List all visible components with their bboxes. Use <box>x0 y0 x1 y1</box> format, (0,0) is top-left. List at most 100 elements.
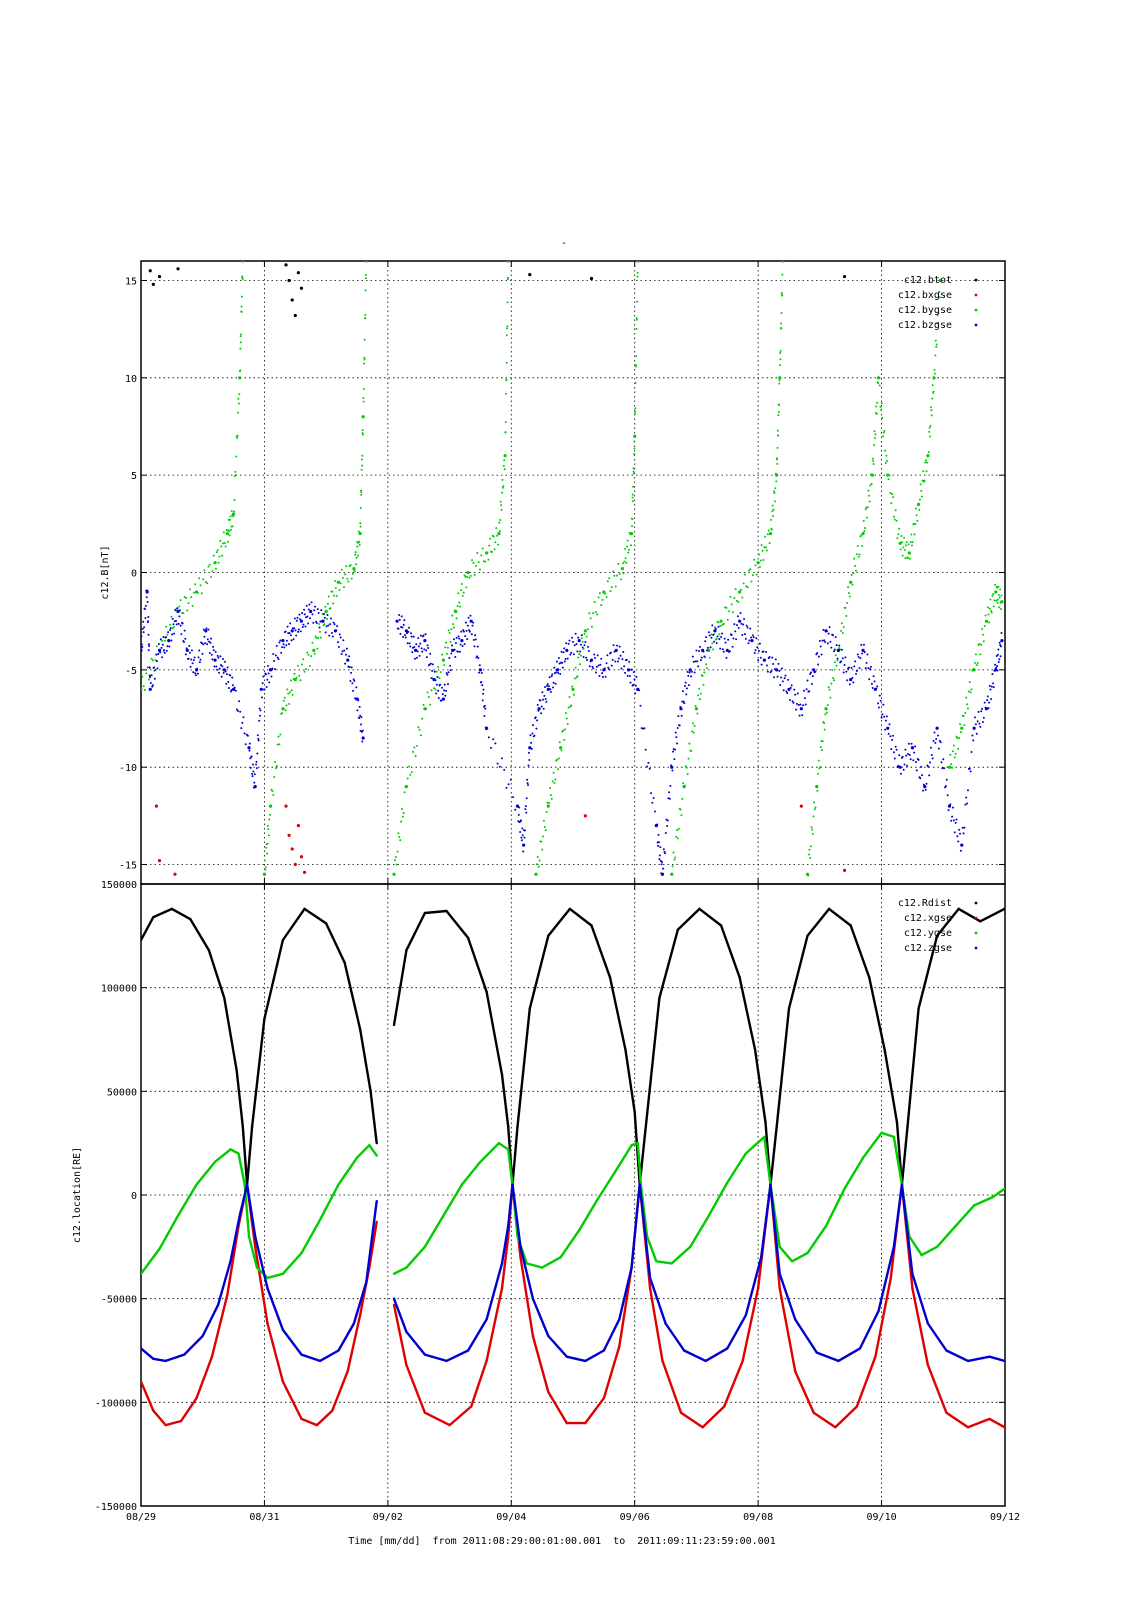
trace-dot-c12.bygse <box>396 850 399 853</box>
trace-dot-c12.bygse <box>635 327 638 330</box>
data-point-c12.xgse <box>405 1363 408 1367</box>
trace-dot-c12.bzgse <box>540 705 543 708</box>
data-point-c12.xgse <box>618 1345 621 1348</box>
trace-dot-c12.bzgse <box>270 675 273 678</box>
trace-dot-c12.bzgse <box>958 828 961 831</box>
trace-dot-c12.bzgse <box>246 734 249 737</box>
trace-dot-c12.bygse <box>364 273 367 276</box>
trace-dot-c12.bygse <box>546 801 549 804</box>
trace-dot-c12.bygse <box>319 636 322 639</box>
trace-dot-c12.bygse <box>590 625 593 628</box>
trace-dot-c12.bzgse <box>549 688 552 691</box>
data-point-c12.xgse <box>375 1220 378 1224</box>
trace-dot-c12.bygse <box>966 703 969 706</box>
trace-dot-c12.bygse <box>870 482 873 485</box>
trace-dot-c12.bzgse <box>401 626 404 629</box>
trace-dot-c12.bzgse <box>835 644 838 647</box>
trace-dot-c12.bygse <box>636 275 639 278</box>
trace-dot-c12.bygse <box>873 430 876 433</box>
trace-dot-c12.bygse <box>771 510 774 513</box>
trace-dot-c12.bygse <box>773 500 776 503</box>
trace-dot-c12.bzgse <box>337 645 340 648</box>
data-point-c12.xgse <box>195 1396 198 1400</box>
trace-dot-c12.bzgse <box>951 806 954 809</box>
trace-dot-c12.bygse <box>812 815 815 818</box>
data-point-c12.xgse <box>741 1359 744 1363</box>
trace-dot-c12.bzgse <box>628 660 631 663</box>
trace-dot-c12.bzgse <box>355 686 358 689</box>
trace-dot-c12.bygse <box>282 699 285 702</box>
trace-dot-c12.bygse <box>719 624 722 627</box>
trace-dot-c12.bzgse <box>293 627 296 630</box>
trace-dot-c12.bzgse <box>561 666 564 669</box>
trace-dot-c12.bzgse <box>564 657 567 660</box>
trace-dot-c12.bzgse <box>778 669 781 672</box>
trace-dot-c12.bygse <box>835 664 838 667</box>
data-point-c12.zgse <box>837 1359 840 1363</box>
trace-dot-c12.bygse <box>311 641 314 644</box>
trace-dot-c12.bzgse <box>360 716 363 719</box>
trace-dot-c12.bygse <box>499 500 502 503</box>
trace-dot-c12.bzgse <box>161 643 164 646</box>
trace-dot-c12.bzgse <box>525 797 528 800</box>
data-point-c12.ygse <box>243 1183 246 1186</box>
trace-dot-c12.bzgse <box>268 681 271 684</box>
data-point-c12.Rdist <box>633 1110 636 1114</box>
trace-dot-c12.bzgse <box>599 663 602 666</box>
data-point-c12.bygse <box>947 765 952 769</box>
trace-dot-c12.bygse <box>905 541 908 544</box>
data-point-c12.ygse <box>630 1144 633 1147</box>
trace-dot-c12.bzgse <box>145 596 148 599</box>
trace-dot-c12.bzgse <box>459 643 462 646</box>
trace-dot-c12.bygse <box>364 289 367 292</box>
trace-dot-c12.bygse <box>345 565 348 568</box>
trace-dot-c12.bzgse <box>657 833 660 836</box>
trace-dot-c12.bzgse <box>915 769 918 772</box>
trace-dot-c12.bzgse <box>478 671 481 674</box>
trace-dot-c12.bzgse <box>710 636 713 639</box>
data-point-c12.bygse <box>694 707 699 711</box>
trace-dot-c12.bzgse <box>582 655 585 658</box>
trace-dot-c12.bzgse <box>630 668 633 671</box>
data-point-c12.bygse <box>1000 600 1004 604</box>
trace-dot-c12.bzgse <box>661 860 664 863</box>
trace-dot-c12.bygse <box>681 797 684 800</box>
trace-dot-c12.bygse <box>239 347 242 350</box>
data-point-c12.bzgse <box>528 746 532 750</box>
data-point-c12.bygse <box>670 872 674 876</box>
trace-dot-c12.bzgse <box>950 819 953 822</box>
trace-dot-c12.bzgse <box>999 655 1002 658</box>
trace-dot-c12.bygse <box>750 580 753 583</box>
trace-dot-c12.bzgse <box>628 675 631 678</box>
trace-dot-c12.bygse <box>308 664 311 667</box>
data-point-c12.zgse <box>726 1347 729 1350</box>
data-point-c12.xgse <box>179 1419 183 1423</box>
trace-dot-c12.bygse <box>696 712 699 715</box>
trace-dot-c12.bygse <box>161 639 164 642</box>
trace-dot-c12.bzgse <box>357 699 360 702</box>
trace-dot-c12.bzgse <box>285 644 288 647</box>
trace-dot-c12.bygse <box>901 554 904 557</box>
trace-dot-c12.bygse <box>228 530 231 533</box>
trace-dot-c12.bzgse <box>458 637 461 640</box>
trace-dot-c12.bzgse <box>244 743 247 746</box>
data-point-c12.bxgse <box>287 833 291 837</box>
trace-dot-c12.bzgse <box>317 612 320 615</box>
trace-dot-c12.bygse <box>909 540 912 543</box>
data-point-c12.bygse <box>583 629 587 633</box>
trace-dot-c12.bygse <box>579 654 582 657</box>
trace-dot-c12.bygse <box>498 521 501 524</box>
trace-dot-c12.bygse <box>364 313 367 316</box>
trace-dot-c12.bygse <box>586 628 589 631</box>
trace-dot-c12.bygse <box>858 553 861 556</box>
data-point-c12.Rdist <box>806 934 809 938</box>
trace-dot-c12.bzgse <box>798 714 801 717</box>
trace-dot-c12.bygse <box>564 728 567 731</box>
trace-dot-c12.bygse <box>888 474 891 477</box>
trace-dot-c12.bygse <box>556 758 559 761</box>
trace-dot-c12.bygse <box>609 590 612 593</box>
trace-dot-c12.bygse <box>303 670 306 673</box>
trace-dot-c12.bzgse <box>956 835 959 838</box>
data-point-c12.zgse <box>945 1349 948 1352</box>
data-point-c12.bzgse <box>565 648 569 652</box>
